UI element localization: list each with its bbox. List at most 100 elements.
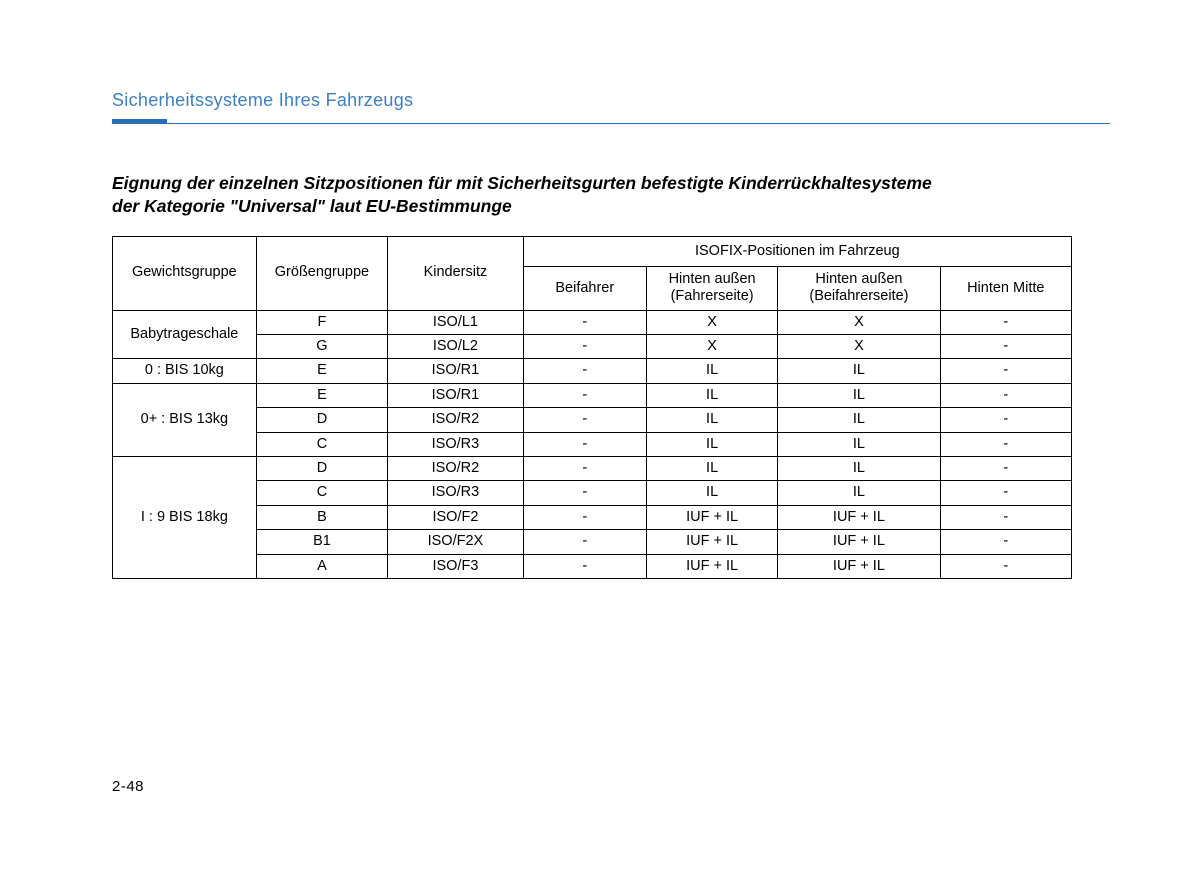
cell-rear-center: - [940, 554, 1071, 578]
cell-rear-center: - [940, 457, 1071, 481]
cell-rear-outer-passenger: IUF + IL [778, 530, 940, 554]
table-row: I : 9 BIS 18kgDISO/R2-ILIL- [113, 457, 1072, 481]
cell-passenger: - [523, 383, 646, 407]
cell-rear-outer-driver: IL [646, 481, 777, 505]
cell-rear-outer-passenger: IUF + IL [778, 505, 940, 529]
section-title-line1: Eignung der einzelnen Sitzpositionen für… [112, 173, 932, 193]
cell-passenger: - [523, 432, 646, 456]
table-row: 0+ : BIS 13kgEISO/R1-ILIL- [113, 383, 1072, 407]
cell-size: A [256, 554, 387, 578]
cell-rear-outer-driver: IUF + IL [646, 530, 777, 554]
cell-rear-center: - [940, 383, 1071, 407]
cell-rear-outer-driver: IL [646, 383, 777, 407]
table-body: BabytrageschaleFISO/L1-XX-GISO/L2-XX-0 :… [113, 310, 1072, 578]
cell-seat: ISO/F3 [388, 554, 524, 578]
cell-passenger: - [523, 530, 646, 554]
col-child-seat: Kindersitz [388, 236, 524, 310]
cell-size: C [256, 432, 387, 456]
cell-seat: ISO/R1 [388, 359, 524, 383]
cell-weight-group: 0 : BIS 10kg [113, 359, 257, 383]
cell-passenger: - [523, 359, 646, 383]
header-rule [112, 119, 1110, 124]
col-weight-group: Gewichtsgruppe [113, 236, 257, 310]
table-row: GISO/L2-XX- [113, 335, 1072, 359]
chapter-title: Sicherheitssysteme Ihres Fahrzeugs [112, 90, 1110, 111]
cell-rear-outer-driver: IUF + IL [646, 505, 777, 529]
cell-rear-center: - [940, 432, 1071, 456]
cell-passenger: - [523, 481, 646, 505]
cell-size: C [256, 481, 387, 505]
table-row: DISO/R2-ILIL- [113, 408, 1072, 432]
cell-rear-outer-passenger: IL [778, 408, 940, 432]
cell-rear-outer-passenger: IL [778, 383, 940, 407]
cell-rear-center: - [940, 481, 1071, 505]
col-rear-outer-driver: Hinten außen (Fahrerseite) [646, 266, 777, 310]
cell-seat: ISO/R2 [388, 408, 524, 432]
cell-rear-outer-driver: IL [646, 359, 777, 383]
cell-passenger: - [523, 554, 646, 578]
cell-seat: ISO/L2 [388, 335, 524, 359]
cell-rear-outer-passenger: IL [778, 432, 940, 456]
section-title: Eignung der einzelnen Sitzpositionen für… [112, 172, 1110, 218]
col-rear-outer-passenger: Hinten außen (Beifahrerseite) [778, 266, 940, 310]
cell-seat: ISO/R3 [388, 481, 524, 505]
section-title-line2: der Kategorie "Universal" laut EU-Bestim… [112, 196, 512, 216]
table-row: B1ISO/F2X-IUF + ILIUF + IL- [113, 530, 1072, 554]
table-row: CISO/R3-ILIL- [113, 432, 1072, 456]
cell-size: F [256, 310, 387, 334]
cell-weight-group: I : 9 BIS 18kg [113, 457, 257, 579]
cell-rear-center: - [940, 359, 1071, 383]
table-row: 0 : BIS 10kgEISO/R1-ILIL- [113, 359, 1072, 383]
cell-rear-outer-passenger: X [778, 335, 940, 359]
cell-size: B [256, 505, 387, 529]
cell-size: D [256, 408, 387, 432]
cell-seat: ISO/R1 [388, 383, 524, 407]
cell-weight-group: 0+ : BIS 13kg [113, 383, 257, 456]
cell-size: B1 [256, 530, 387, 554]
cell-size: G [256, 335, 387, 359]
cell-passenger: - [523, 408, 646, 432]
table-header-row-1: Gewichtsgruppe Größengruppe Kindersitz I… [113, 236, 1072, 266]
cell-rear-outer-passenger: IL [778, 481, 940, 505]
header-rule-line [167, 123, 1110, 124]
cell-rear-center: - [940, 335, 1071, 359]
table-row: BabytrageschaleFISO/L1-XX- [113, 310, 1072, 334]
cell-rear-outer-passenger: IUF + IL [778, 554, 940, 578]
page-number: 2-48 [112, 778, 144, 795]
cell-size: D [256, 457, 387, 481]
cell-weight-group: Babytrageschale [113, 310, 257, 359]
cell-rear-center: - [940, 505, 1071, 529]
cell-rear-outer-driver: X [646, 310, 777, 334]
col-passenger: Beifahrer [523, 266, 646, 310]
cell-rear-outer-driver: IL [646, 432, 777, 456]
cell-seat: ISO/L1 [388, 310, 524, 334]
col-isofix-header: ISOFIX-Positionen im Fahrzeug [523, 236, 1071, 266]
table-row: CISO/R3-ILIL- [113, 481, 1072, 505]
cell-rear-outer-passenger: IL [778, 457, 940, 481]
col-size-group: Größengruppe [256, 236, 387, 310]
cell-seat: ISO/R2 [388, 457, 524, 481]
cell-passenger: - [523, 457, 646, 481]
col-rear-center: Hinten Mitte [940, 266, 1071, 310]
cell-passenger: - [523, 310, 646, 334]
cell-seat: ISO/R3 [388, 432, 524, 456]
cell-rear-outer-passenger: X [778, 310, 940, 334]
cell-size: E [256, 359, 387, 383]
isofix-table: Gewichtsgruppe Größengruppe Kindersitz I… [112, 236, 1072, 579]
header-accent-bar [112, 119, 167, 124]
table-row: BISO/F2-IUF + ILIUF + IL- [113, 505, 1072, 529]
cell-passenger: - [523, 335, 646, 359]
table-row: AISO/F3-IUF + ILIUF + IL- [113, 554, 1072, 578]
cell-rear-outer-driver: IUF + IL [646, 554, 777, 578]
cell-rear-outer-driver: IL [646, 457, 777, 481]
cell-rear-outer-driver: IL [646, 408, 777, 432]
cell-passenger: - [523, 505, 646, 529]
cell-rear-center: - [940, 310, 1071, 334]
cell-seat: ISO/F2 [388, 505, 524, 529]
cell-size: E [256, 383, 387, 407]
cell-rear-center: - [940, 530, 1071, 554]
cell-rear-outer-passenger: IL [778, 359, 940, 383]
cell-rear-center: - [940, 408, 1071, 432]
cell-seat: ISO/F2X [388, 530, 524, 554]
cell-rear-outer-driver: X [646, 335, 777, 359]
